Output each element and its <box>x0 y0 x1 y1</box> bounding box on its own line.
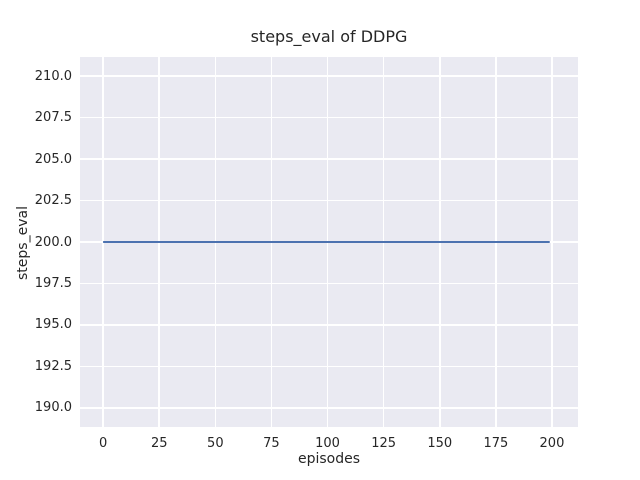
y-tick-label: 190.0 <box>34 400 72 416</box>
x-tick-label: 50 <box>207 436 224 451</box>
y-tick-label: 210.0 <box>34 68 72 84</box>
gridline-horizontal <box>80 199 578 202</box>
y-tick-label: 192.5 <box>34 358 72 374</box>
chart-title: steps_eval of DDPG <box>250 27 408 46</box>
x-tick-label: 75 <box>263 436 280 451</box>
gridline-horizontal <box>80 407 578 409</box>
y-tick-label: 207.5 <box>34 110 72 126</box>
y-tick-label: 195.0 <box>34 317 72 333</box>
x-axis-label: episodes <box>297 451 361 467</box>
x-tick-label: 200 <box>539 436 565 451</box>
y-tick-label: 197.5 <box>34 275 72 291</box>
y-tick-label: 205.0 <box>34 151 72 167</box>
x-tick-label: 125 <box>371 436 397 451</box>
x-tick-label: 0 <box>98 436 108 451</box>
gridline-horizontal <box>80 75 578 77</box>
data-line-layer <box>103 241 550 243</box>
x-tick-label: 25 <box>150 436 168 451</box>
gridline-horizontal <box>80 282 578 285</box>
x-tick-label: 150 <box>427 436 453 451</box>
gridline-horizontal <box>80 365 578 368</box>
gridline-horizontal <box>80 116 578 119</box>
x-tick-label: 100 <box>315 436 340 451</box>
gridline-horizontal <box>80 158 578 160</box>
plot-area <box>80 57 578 427</box>
x-tick-label: 175 <box>483 436 509 451</box>
gridline-horizontal <box>80 324 578 326</box>
y-tick-label: 202.5 <box>34 193 72 209</box>
y-tick-label: 200.0 <box>34 234 72 250</box>
